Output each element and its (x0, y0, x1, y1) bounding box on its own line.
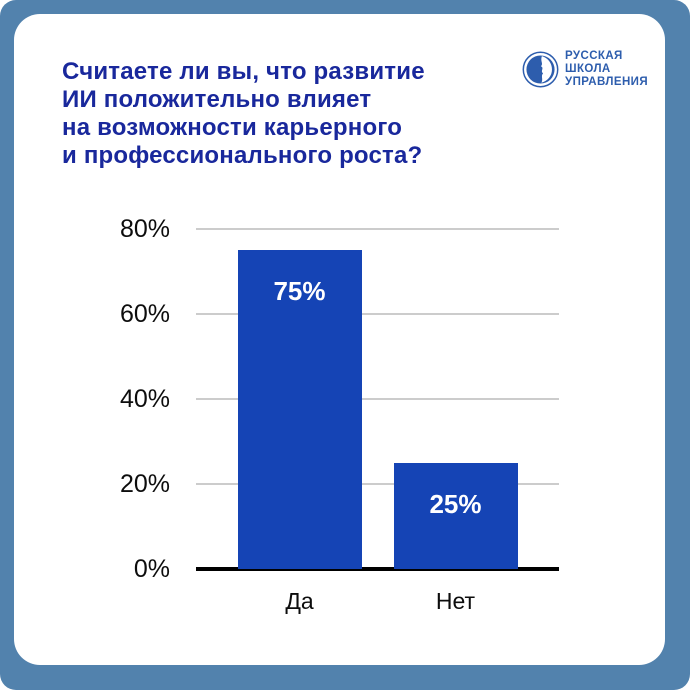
gridline-80% (196, 228, 559, 230)
logo: РУССКАЯ ШКОЛА УПРАВЛЕНИЯ (522, 50, 648, 89)
poster-card: Считаете ли вы, что развитие ИИ положите… (14, 14, 665, 665)
chart: 0% 20% 40% 60% 80% 75% Да 25% Нет (14, 14, 665, 665)
y-axis-tick-label: 80% (119, 215, 170, 243)
gridline-40% (196, 398, 559, 400)
y-axis-tick-label: 40% (119, 385, 170, 413)
bar-value-label: 25% (429, 488, 482, 519)
logo-text: РУССКАЯ ШКОЛА УПРАВЛЕНИЯ (565, 50, 648, 88)
category-label-Нет: Нет (435, 588, 476, 614)
x-axis-line (196, 567, 559, 571)
y-axis-tick-label: 20% (119, 470, 170, 498)
y-axis-tick-label: 60% (119, 300, 170, 328)
gridline-20% (196, 483, 559, 485)
y-axis-tick-label: 0% (133, 555, 170, 583)
bar-Нет: 25% (393, 462, 518, 569)
bar-Да: 75% (237, 250, 362, 569)
category-label-Да: Да (285, 588, 314, 614)
gridline-60% (196, 313, 559, 315)
bar-value-label: 75% (273, 276, 326, 307)
page-title: Считаете ли вы, что развитие ИИ положите… (62, 58, 425, 169)
face-profile-in-ring-icon (522, 51, 559, 88)
